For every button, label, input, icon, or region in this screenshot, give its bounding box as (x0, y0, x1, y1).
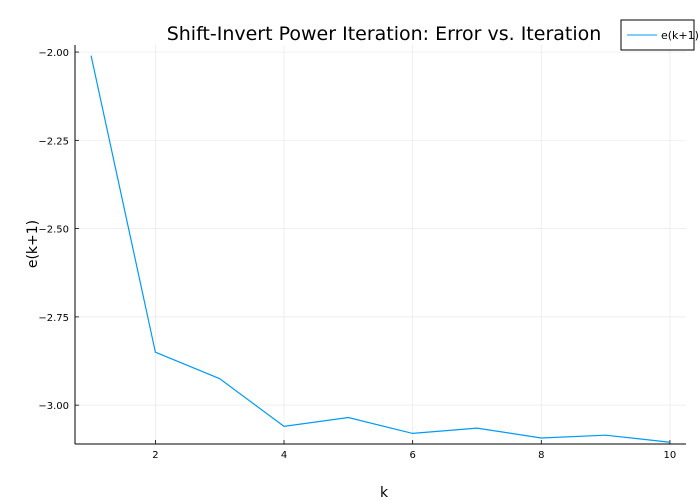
legend: e(k+1) (620, 19, 699, 51)
grid (75, 45, 686, 444)
x-ticks: 2 4 6 8 10 (152, 440, 676, 461)
series-layer (90, 54, 671, 444)
data-point (90, 54, 93, 57)
y-tick-label: −2.00 (38, 48, 69, 59)
data-point (283, 425, 286, 428)
data-point (411, 432, 414, 435)
x-tick-label: 2 (152, 450, 158, 461)
data-point (347, 416, 350, 419)
y-tick-label: −2.75 (38, 313, 69, 324)
x-tick-label: 8 (538, 450, 544, 461)
x-axis-label: k (380, 485, 389, 500)
data-point (475, 427, 478, 430)
data-point (218, 377, 221, 380)
data-point (154, 351, 157, 354)
y-tick-label: −2.50 (38, 225, 69, 236)
y-tick-label: −3.00 (38, 401, 69, 412)
legend-label: e(k+1) (661, 29, 699, 42)
axes (74, 45, 686, 445)
x-tick-label: 6 (409, 450, 415, 461)
data-point (540, 436, 543, 439)
data-point (604, 434, 607, 437)
x-tick-label: 4 (281, 450, 287, 461)
series-line-e(k+1) (90, 55, 670, 443)
chart-title: Shift-Invert Power Iteration: Error vs. … (167, 23, 602, 45)
y-ticks: −2.00 −2.25 −2.50 −2.75 −3.00 (38, 48, 79, 412)
y-tick-label: −2.25 (38, 136, 69, 147)
data-point (668, 441, 671, 444)
x-tick-label: 10 (664, 450, 677, 461)
y-axis-label: e(k+1) (25, 220, 41, 268)
